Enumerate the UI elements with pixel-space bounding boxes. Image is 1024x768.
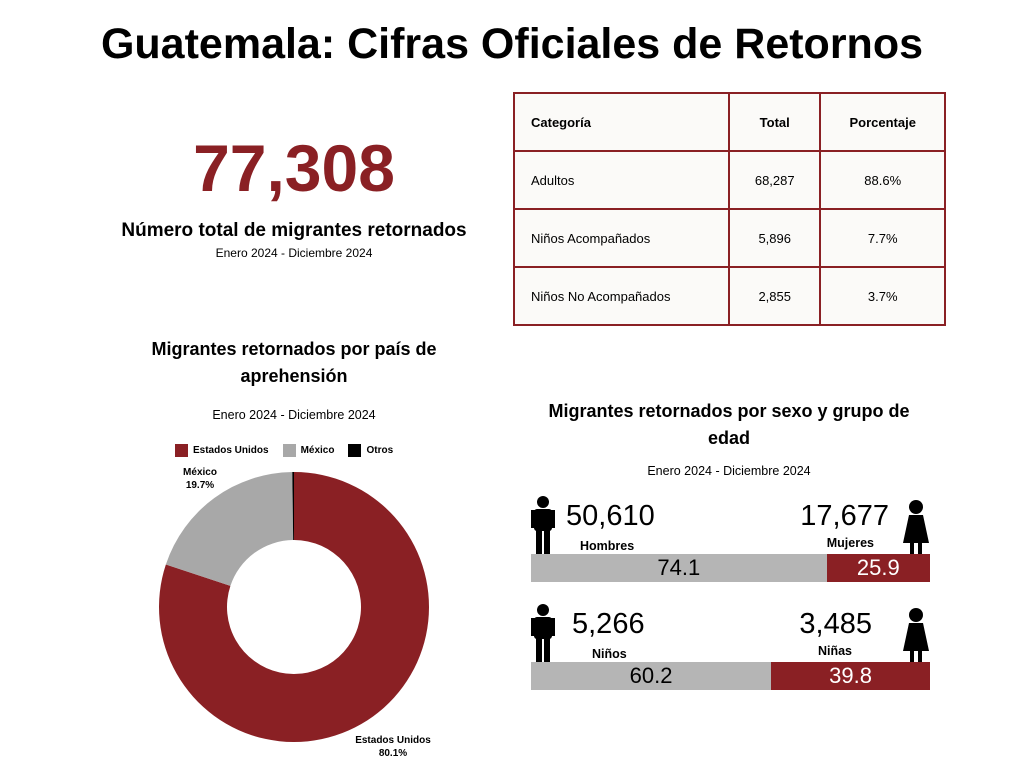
- table-header-row: Categoría Total Porcentaje: [512, 92, 946, 152]
- legend-item: México: [282, 444, 335, 457]
- donut-slice-otros: [292, 472, 294, 541]
- donut-slice-estados-unidos: [159, 472, 430, 742]
- sex-chart-subtitle: Enero 2024 - Diciembre 2024: [647, 464, 811, 478]
- cell: 7.7%: [819, 208, 946, 268]
- header-cell: Categoría: [512, 92, 731, 152]
- total-value: 77,308: [193, 131, 395, 205]
- cell: Niños No Acompañados: [512, 266, 731, 326]
- legend-label: Estados Unidos: [193, 445, 269, 456]
- left-count: 5,266: [572, 608, 645, 640]
- sex-chart-title: Migrantes retornados por sexo y grupo de…: [548, 401, 910, 448]
- header-cell: Total: [728, 92, 822, 152]
- bar-segment-male: 60.2: [531, 662, 772, 690]
- cell: 3.7%: [819, 266, 946, 326]
- bar-segment-male: 74.1: [531, 554, 827, 582]
- donut-legend: Estados Unidos México Otros: [175, 444, 393, 457]
- cell: Niños Acompañados: [512, 208, 731, 268]
- header-cell: Porcentaje: [819, 92, 946, 152]
- page-title: Guatemala: Cifras Oficiales de Retornos: [100, 20, 924, 68]
- slice-name: México: [183, 467, 217, 478]
- left-label: Hombres: [580, 539, 635, 553]
- slice-name: Estados Unidos: [355, 735, 431, 746]
- donut-slice-méxico: [165, 472, 294, 586]
- cell: 5,896: [728, 208, 822, 268]
- total-label: Número total de migrantes retornados: [121, 220, 467, 241]
- legend-swatch: [175, 444, 188, 457]
- stacked-bar: 74.1 25.9: [531, 554, 930, 582]
- cell: Adultos: [512, 150, 731, 210]
- cell: 2,855: [728, 266, 822, 326]
- legend-swatch: [348, 444, 362, 457]
- cell: 68,287: [728, 150, 822, 210]
- table-row: Niños No Acompañados 2,855 3.7%: [512, 266, 946, 326]
- slice-label-mexico: México 19.7%: [170, 466, 230, 492]
- legend-label: México: [300, 445, 335, 456]
- bar-segment-female: 25.9: [826, 554, 930, 582]
- legend-label: Otros: [366, 445, 394, 456]
- slice-pct: 80.1%: [378, 748, 408, 759]
- female-figure-icon: [903, 608, 929, 671]
- slice-pct: 19.7%: [185, 480, 215, 491]
- right-label: Niñas: [817, 644, 852, 658]
- bar-segment-female: 39.8: [771, 662, 930, 690]
- male-figure-icon: [531, 604, 555, 667]
- right-count: 17,677: [800, 500, 889, 532]
- female-figure-icon: [903, 500, 929, 563]
- male-figure-icon: [531, 496, 555, 559]
- right-label: Mujeres: [826, 536, 874, 550]
- right-count: 3,485: [799, 608, 872, 640]
- legend-item: Otros: [348, 444, 393, 457]
- left-count: 50,610: [566, 500, 655, 532]
- left-label: Niños: [592, 647, 627, 661]
- cell: 88.6%: [819, 150, 946, 210]
- donut-subtitle: Enero 2024 - Diciembre 2024: [212, 408, 376, 422]
- donut-title: Migrantes retornados por país de aprehen…: [151, 339, 437, 386]
- legend-item: Estados Unidos: [175, 444, 269, 457]
- legend-swatch: [282, 444, 296, 457]
- category-table: Categoría Total Porcentaje Adultos 68,287 88…: [512, 92, 946, 326]
- table-row: Niños Acompañados 5,896 7.7%: [512, 208, 946, 268]
- slice-label-eeuu: Estados Unidos 80.1%: [343, 734, 443, 760]
- stacked-bar: 60.2 39.8: [531, 662, 930, 690]
- total-period: Enero 2024 - Diciembre 2024: [215, 246, 373, 260]
- table-row: Adultos 68,287 88.6%: [512, 150, 946, 210]
